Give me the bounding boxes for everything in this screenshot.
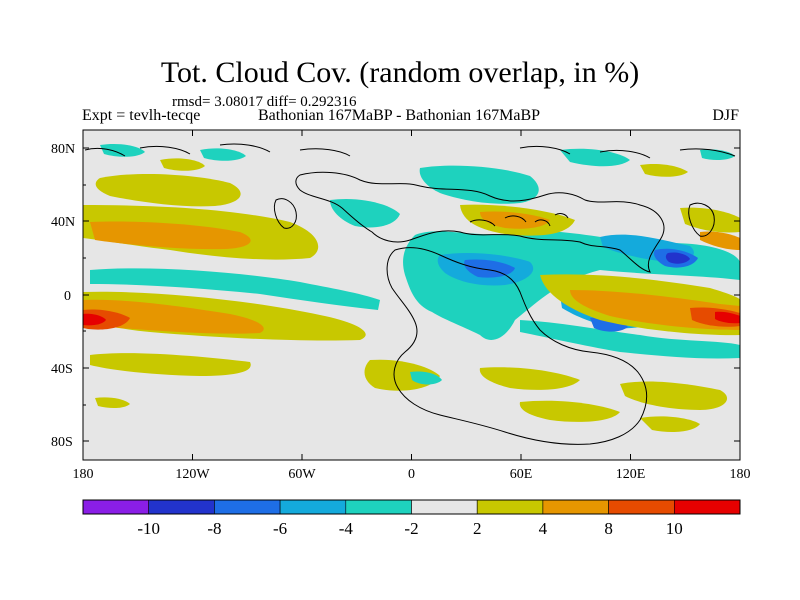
lat-label-80s: 80S	[51, 435, 73, 450]
anomaly-region-yellow-s-atl	[90, 353, 251, 376]
map-panel: 80N 40N 0 40S 80S 180 120W 60W 0 60E 120…	[51, 129, 751, 482]
coastline-western-island	[273, 198, 297, 229]
anomaly-patch-arctic-5	[640, 163, 688, 177]
colorbar-swatches	[82, 499, 741, 515]
lon-label-120w: 120W	[175, 467, 210, 482]
colorbar-label: 8	[604, 519, 613, 538]
colorbar-label: -4	[339, 519, 354, 538]
coastline-arctic-islands	[84, 143, 736, 159]
colorbar-border	[82, 499, 741, 515]
colorbar-swatch	[476, 499, 544, 515]
anomaly-region-red-w	[83, 313, 106, 326]
anomaly-region-orange-ne	[700, 231, 740, 250]
colorbar-swatch	[411, 499, 478, 515]
stats-label: rmsd= 3.08017 diff= 0.292316	[172, 94, 357, 110]
experiment-label: Expt = tevlh-tecqe	[82, 107, 201, 124]
colorbar-label: -10	[137, 519, 160, 538]
anomaly-region-yellow-south-3	[519, 400, 620, 422]
axis-ticks	[83, 130, 740, 460]
lat-label-80n: 80N	[51, 142, 75, 157]
anomaly-region-orange-w	[83, 299, 264, 334]
lat-label-40n: 40N	[51, 215, 75, 230]
lon-label-180w: 180	[73, 467, 94, 482]
anomaly-patch-arctic-1	[100, 143, 145, 157]
anomaly-patch-arctic-2	[200, 148, 246, 161]
lon-label-60e: 60E	[510, 467, 533, 482]
colorbar: -10 -8 -6 -4 -2 2 4 8 10	[82, 499, 741, 538]
colorbar-swatch	[214, 499, 281, 515]
colorbar-swatch	[82, 499, 149, 515]
anomaly-region-cyan-pacific	[90, 268, 380, 310]
lat-label-40s: 40S	[51, 362, 73, 377]
coastline-northern-landmass	[295, 171, 665, 273]
colorbar-label: -8	[207, 519, 221, 538]
comparison-label: Bathonian 167MaBP - Bathonian 167MaBP	[258, 107, 541, 124]
anomaly-region-cyan-tethys	[330, 198, 400, 228]
anomaly-patch-arctic-4	[560, 148, 630, 167]
anomaly-region-yellow-east	[680, 207, 740, 233]
anomaly-region-yellow-nw	[95, 173, 241, 207]
anomaly-region-yellow-south-4	[620, 381, 728, 410]
colorbar-swatch	[608, 499, 675, 515]
plot-title: Tot. Cloud Cov. (random overlap, in %)	[160, 56, 640, 89]
anomaly-patch-arctic-3	[160, 158, 205, 171]
anomaly-fill	[83, 143, 740, 432]
anomaly-region-yellow-se	[640, 416, 700, 432]
anomaly-patch-sw	[95, 397, 130, 409]
coastline-east-island	[688, 202, 715, 237]
coastline-tethys-islands	[469, 213, 569, 227]
anomaly-region-orange-tethys	[480, 211, 550, 229]
anomaly-region-cyan-southern	[520, 320, 740, 359]
colorbar-swatch	[148, 499, 215, 515]
anomaly-patch-arctic-6	[700, 149, 735, 161]
colorbar-labels: -10 -8 -6 -4 -2 2 4 8 10	[137, 519, 682, 538]
season-label: DJF	[712, 107, 739, 124]
anomaly-patch-s-cyan	[410, 371, 442, 385]
anomaly-region-red-e	[715, 311, 740, 324]
lon-label-60w: 60W	[288, 467, 316, 482]
coastlines	[84, 143, 736, 445]
colorbar-swatch	[279, 499, 347, 515]
colorbar-swatch	[542, 499, 609, 515]
colorbar-label: -6	[273, 519, 287, 538]
lon-label-180e: 180	[730, 467, 751, 482]
lon-label-120e: 120E	[616, 467, 646, 482]
colorbar-label: 10	[666, 519, 683, 538]
colorbar-label: -2	[404, 519, 418, 538]
colorbar-label: 4	[539, 519, 548, 538]
lat-label-0: 0	[64, 289, 71, 304]
anomaly-region-blue-c	[590, 317, 628, 332]
coastline-southern-landmass	[386, 247, 648, 445]
colorbar-label: 2	[473, 519, 482, 538]
colorbar-swatch	[673, 499, 741, 515]
anomaly-region-yellow-south-2	[479, 367, 580, 390]
lon-label-0: 0	[408, 467, 415, 482]
anomaly-region-cyan-north	[419, 165, 539, 204]
anomaly-region-darkblue	[665, 252, 690, 264]
anomaly-region-orange-n	[90, 221, 251, 250]
colorbar-swatch	[345, 499, 412, 515]
